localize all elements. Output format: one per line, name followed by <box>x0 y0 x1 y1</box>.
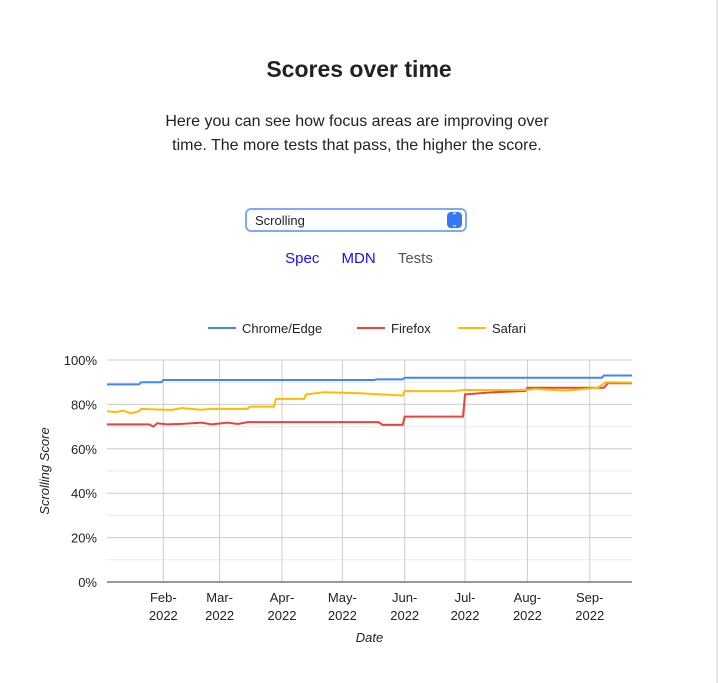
series-line-chrome-edge <box>107 374 632 386</box>
tests-link[interactable]: Tests <box>397 250 433 267</box>
x-tick-label: 2022 <box>268 608 297 623</box>
spec-link[interactable]: Spec <box>285 250 320 267</box>
legend-label: Chrome/Edge <box>242 321 322 336</box>
y-tick-label: 20% <box>71 531 97 546</box>
links-row: Spec MDN Tests <box>0 250 718 267</box>
x-axis-label: Date <box>356 630 383 645</box>
x-tick-label: Jun- <box>392 590 417 605</box>
x-tick-label: Jul- <box>455 590 476 605</box>
legend-label: Firefox <box>391 321 431 336</box>
x-tick-label: 2022 <box>451 608 480 623</box>
y-tick-label: 40% <box>71 486 97 501</box>
y-axis-label: Scrolling Score <box>37 427 52 514</box>
scrollbar-edge <box>716 0 718 683</box>
focus-area-select[interactable]: Scrolling ⌃ ⌄ <box>245 208 467 232</box>
y-tick-label: 80% <box>71 397 97 412</box>
x-tick-label: 2022 <box>575 608 604 623</box>
y-tick-label: 100% <box>64 353 98 368</box>
select-value: Scrolling <box>255 213 305 228</box>
x-tick-label: 2022 <box>149 608 178 623</box>
description: Here you can see how focus areas are imp… <box>165 113 549 154</box>
y-tick-label: 0% <box>78 575 97 590</box>
x-tick-label: Mar- <box>206 590 233 605</box>
x-tick-label: Sep- <box>576 590 603 605</box>
x-tick-label: 2022 <box>328 608 357 623</box>
x-tick-label: Aug- <box>514 590 541 605</box>
x-tick-label: 2022 <box>513 608 542 623</box>
x-tick-label: Feb- <box>150 590 177 605</box>
x-tick-label: 2022 <box>390 608 419 623</box>
series-line-safari <box>106 381 633 415</box>
page-title: Scores over time <box>266 56 452 82</box>
x-tick-label: 2022 <box>205 608 234 623</box>
x-tick-label: Apr- <box>270 590 295 605</box>
mdn-link[interactable]: MDN <box>341 250 376 267</box>
x-tick-label: May- <box>328 590 357 605</box>
up-down-chevron-icon: ⌃ ⌄ <box>447 212 462 229</box>
legend-label: Safari <box>492 321 526 336</box>
y-tick-label: 60% <box>71 442 97 457</box>
